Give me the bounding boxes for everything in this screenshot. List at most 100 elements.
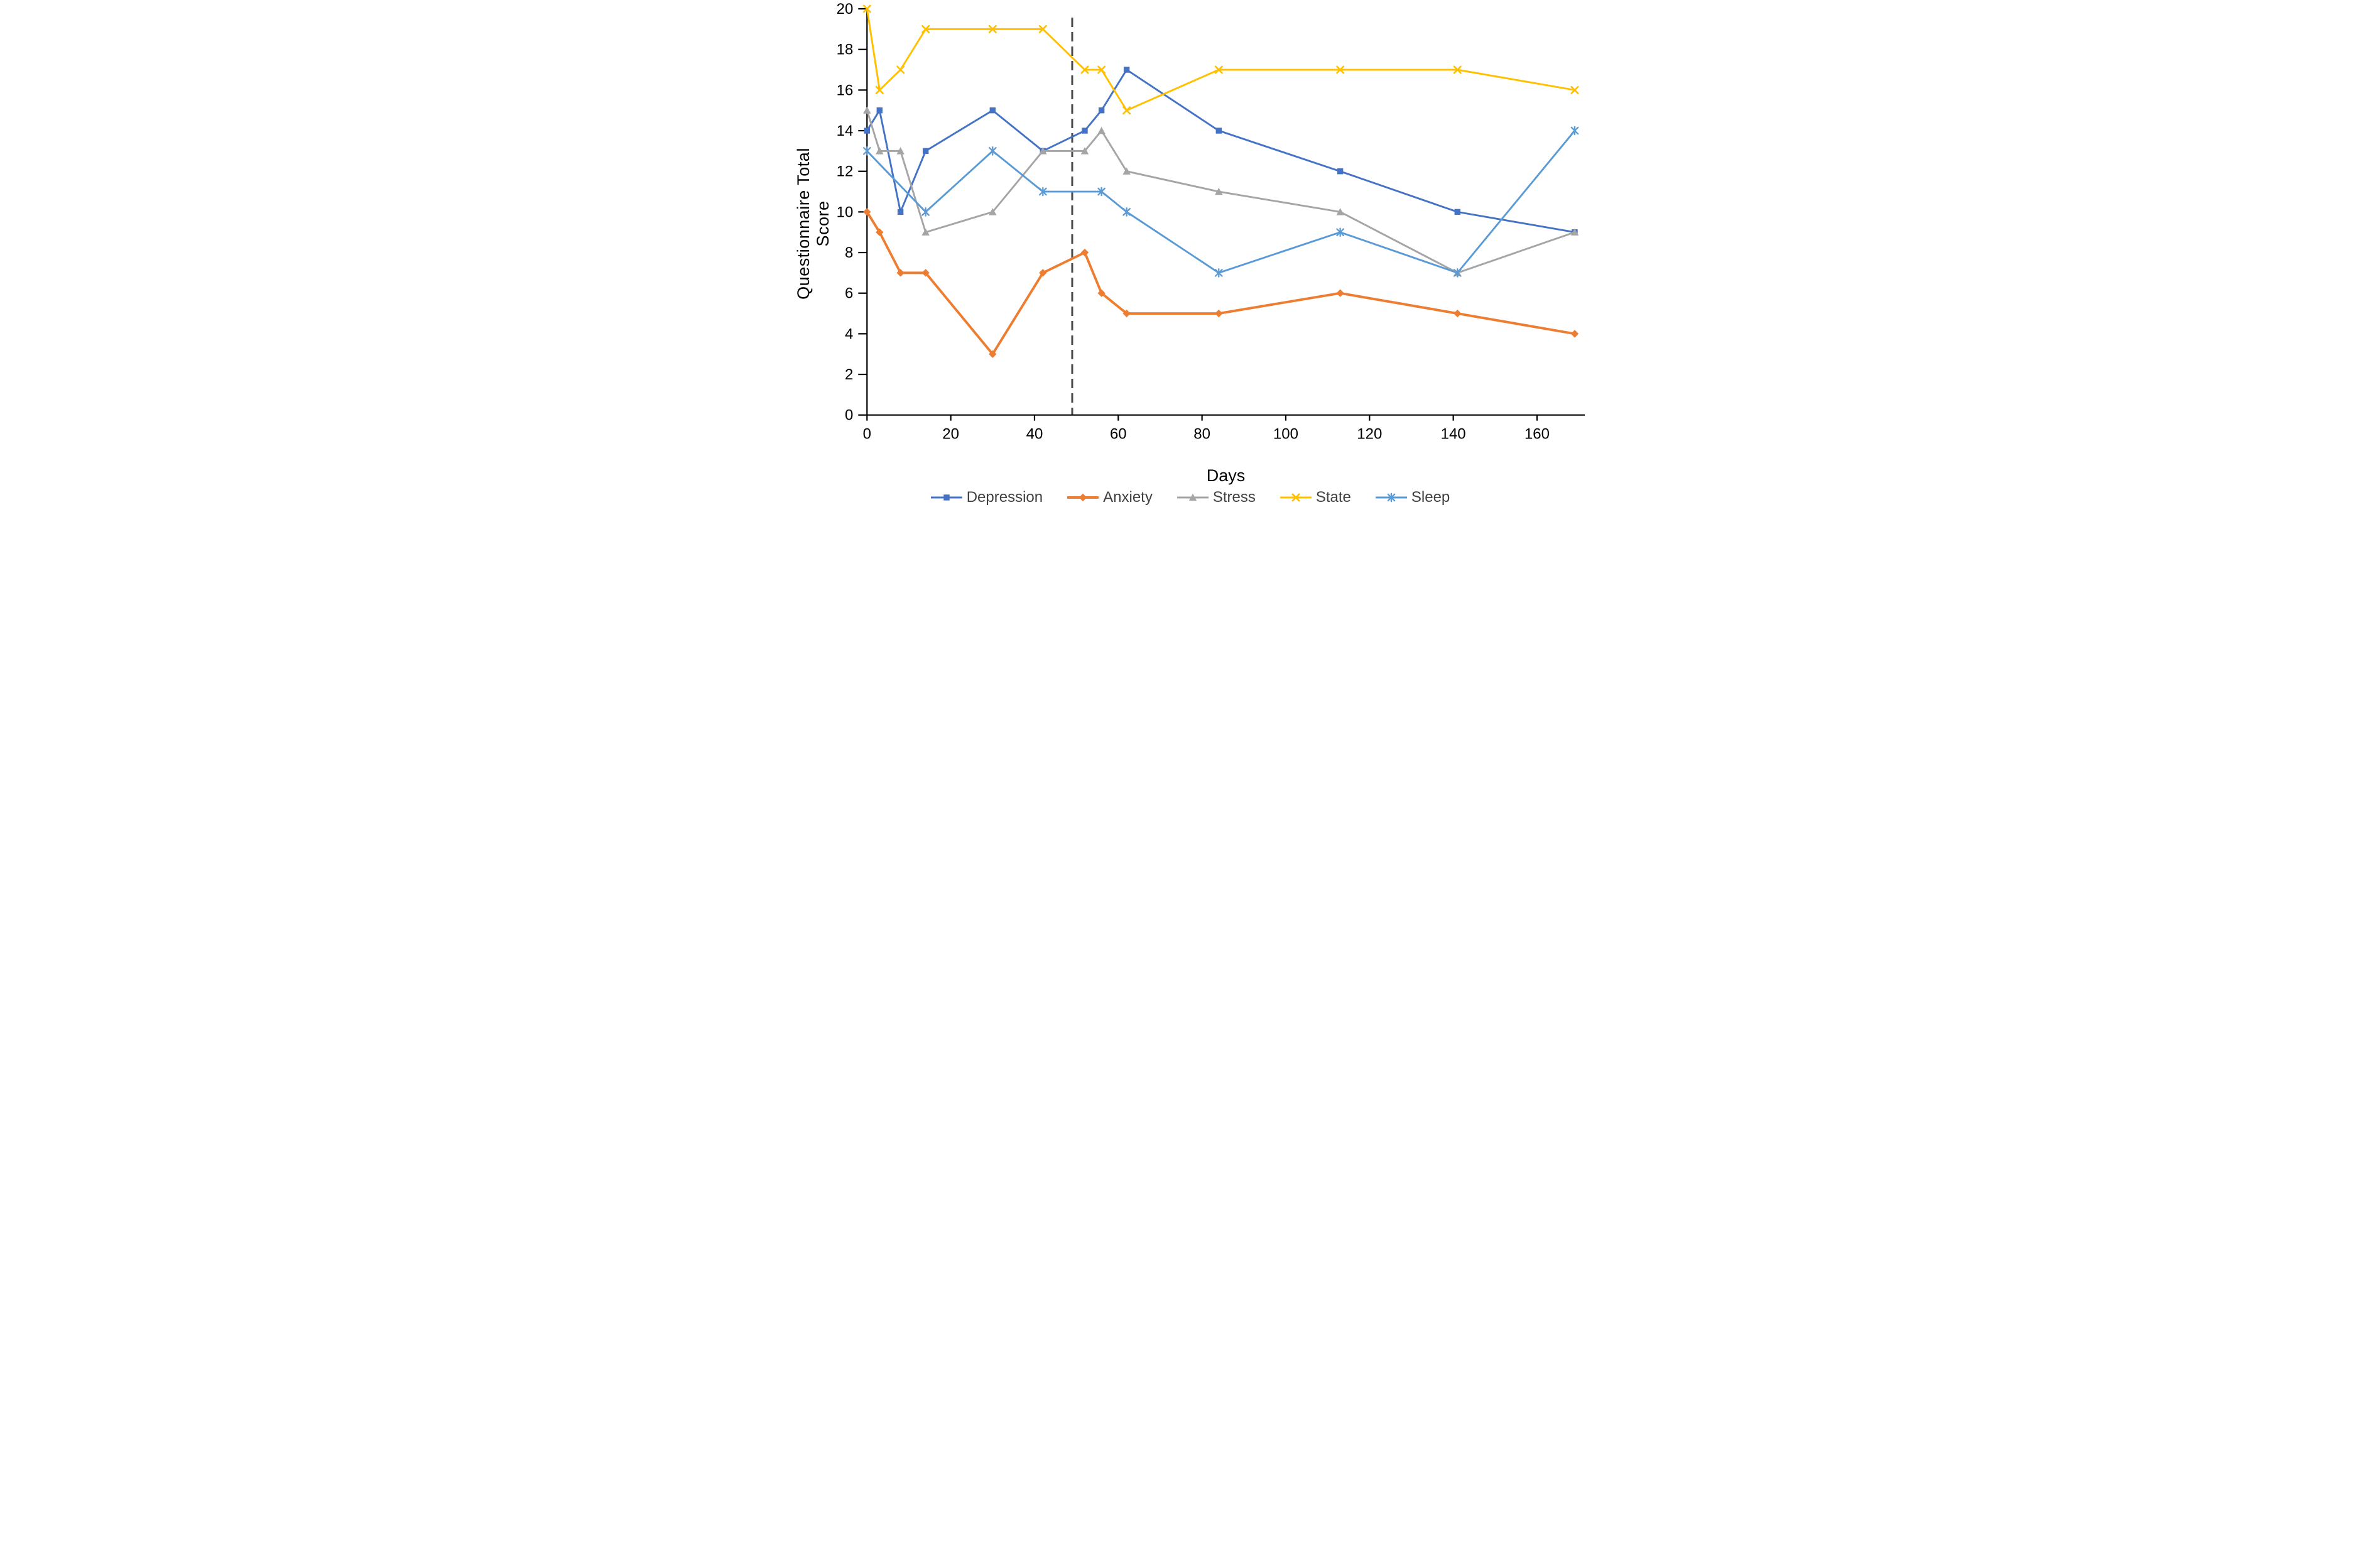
series-anxiety: [863, 208, 1579, 358]
x-tick-label: 80: [1193, 426, 1210, 443]
marker-triangle: [863, 106, 871, 114]
y-tick-label: 18: [837, 41, 854, 58]
legend-label: Stress: [1212, 489, 1256, 506]
legend-marker-diamond-icon: [1067, 493, 1099, 502]
marker-diamond: [1122, 309, 1131, 318]
legend: Depression Anxiety Stress State Sleep: [793, 489, 1587, 506]
marker-asterisk: [1122, 207, 1131, 217]
marker-square: [1123, 67, 1130, 73]
x-tick-label: 120: [1357, 426, 1382, 443]
marker-x: [1122, 106, 1131, 115]
series-line: [866, 129, 1576, 274]
marker-square: [876, 107, 883, 114]
y-tick-label: 0: [845, 407, 853, 424]
marker-x: [1038, 24, 1047, 33]
legend-item-stress: Stress: [1176, 489, 1256, 506]
marker-square: [922, 148, 929, 155]
legend-label: Anxiety: [1103, 489, 1153, 506]
marker-square: [1454, 209, 1461, 215]
series-line: [866, 8, 1576, 112]
marker-triangle: [1336, 208, 1344, 215]
marker-square: [989, 107, 996, 114]
marker-square: [1215, 128, 1222, 134]
marker-square: [1337, 168, 1344, 175]
axes: 0 2 4 6 8 10 12 14 16 18 20 0 20 40 60 80 100 120 140 160: [837, 1, 1585, 443]
marker-asterisk: [1387, 492, 1396, 503]
legend-marker-x-icon: [1280, 493, 1312, 502]
legend-marker-asterisk-icon: [1375, 492, 1407, 503]
marker-triangle: [1570, 228, 1579, 236]
marker-asterisk: [921, 207, 930, 217]
marker-triangle: [1097, 126, 1106, 134]
series-line: [866, 210, 1576, 356]
marker-asterisk: [862, 146, 871, 156]
y-tick-label: 4: [845, 325, 853, 342]
marker-diamond: [921, 269, 930, 277]
marker-x: [921, 24, 930, 33]
marker-triangle: [896, 147, 905, 155]
marker-square: [943, 494, 950, 501]
y-tick-label: 14: [837, 122, 854, 139]
series-sleep: [862, 126, 1579, 278]
marker-asterisk: [1214, 268, 1223, 278]
legend-label: Sleep: [1411, 489, 1450, 506]
x-tick-label: 20: [942, 426, 959, 443]
marker-square: [1098, 107, 1105, 114]
legend-marker-triangle-icon: [1176, 493, 1209, 501]
marker-square: [1082, 128, 1088, 134]
marker-asterisk: [1453, 268, 1462, 278]
x-axis-title: Days: [1206, 466, 1246, 485]
y-tick-label: 16: [837, 82, 854, 99]
y-tick-label: 10: [837, 204, 854, 220]
marker-diamond: [989, 350, 997, 358]
y-tick-label: 8: [845, 244, 853, 261]
marker-diamond: [1039, 269, 1047, 277]
x-tick-label: 40: [1026, 426, 1043, 443]
marker-diamond: [1570, 330, 1579, 338]
marker-diamond: [1336, 289, 1344, 297]
marker-x: [1453, 65, 1462, 74]
marker-triangle: [1215, 187, 1223, 195]
legend-item-state: State: [1280, 489, 1351, 506]
marker-x: [1214, 65, 1223, 74]
marker-triangle: [876, 147, 884, 155]
marker-diamond: [1080, 248, 1089, 257]
marker-x: [875, 85, 884, 94]
x-tick-label: 0: [863, 426, 871, 443]
legend-label: Depression: [966, 489, 1043, 506]
marker-triangle: [1188, 493, 1197, 501]
marker-x: [1291, 493, 1300, 502]
legend-item-anxiety: Anxiety: [1067, 489, 1153, 506]
series-depression: [864, 67, 1578, 236]
marker-square: [864, 128, 870, 134]
y-tick-label: 2: [845, 366, 853, 383]
series-line: [866, 68, 1576, 234]
marker-x: [896, 65, 905, 74]
x-tick-label: 140: [1441, 426, 1466, 443]
x-tick-label: 160: [1524, 426, 1550, 443]
marker-triangle: [1122, 167, 1131, 175]
marker-diamond: [1215, 309, 1223, 318]
marker-x: [1080, 65, 1089, 74]
y-tick-label: 12: [837, 163, 854, 180]
marker-asterisk: [1097, 187, 1106, 197]
y-axis-title: Questionnaire Total Score: [794, 148, 832, 300]
marker-square: [897, 209, 904, 215]
marker-triangle: [1080, 147, 1089, 155]
marker-diamond: [1454, 309, 1462, 318]
series-state: [862, 4, 1579, 115]
legend-marker-square-icon: [930, 494, 962, 501]
legend-item-depression: Depression: [930, 489, 1043, 506]
marker-x: [988, 24, 997, 33]
marker-diamond: [1079, 493, 1087, 502]
marker-x: [1336, 65, 1345, 74]
marker-triangle: [921, 228, 930, 236]
x-tick-label: 100: [1273, 426, 1298, 443]
marker-triangle: [1039, 147, 1047, 155]
y-tick-label: 20: [837, 1, 854, 18]
marker-x: [862, 4, 871, 13]
line-chart: 0 2 4 6 8 10 12 14 16 18 20 0 20 40 60 80 100 120 140 160: [837, 1, 1585, 443]
marker-asterisk: [1570, 126, 1579, 136]
marker-x: [1097, 65, 1106, 74]
legend-item-sleep: Sleep: [1375, 489, 1450, 506]
